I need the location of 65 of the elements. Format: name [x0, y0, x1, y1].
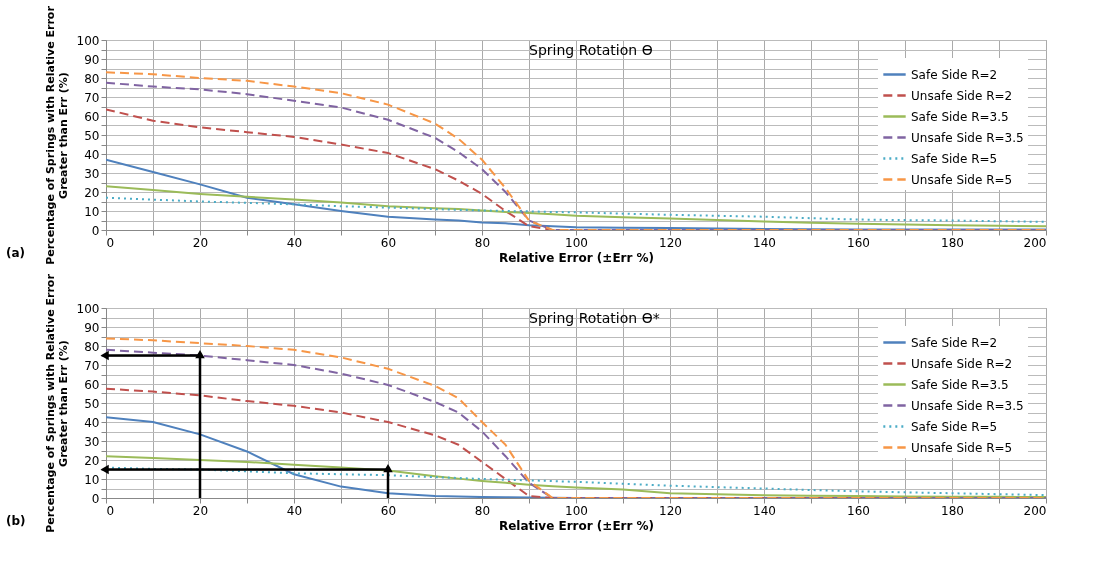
x-tick-label: 140: [753, 235, 776, 250]
y-tick-label: 20: [84, 185, 100, 200]
y-tick-label: 10: [84, 472, 100, 487]
line-series: [106, 196, 1046, 223]
x-tick-label: 140: [753, 503, 776, 518]
x-tick-label: 80: [474, 235, 491, 250]
y-tick-label: 40: [84, 147, 100, 162]
x-tick-label: 120: [659, 503, 682, 518]
x-tick-label: 60: [380, 503, 397, 518]
x-tick-label: 20: [192, 503, 209, 518]
legend-label: Unsafe Side R=3.5: [911, 130, 1024, 145]
y-tick-label: 100: [76, 301, 100, 316]
y-tick-label: 60: [84, 377, 100, 392]
x-tick-label: 40: [286, 235, 303, 250]
x-tick-label: 180: [941, 503, 964, 518]
x-tick-label: 200: [1023, 503, 1047, 518]
y-tick-label: 70: [84, 90, 100, 105]
x-axis-title: Relative Error (±Err %): [498, 250, 655, 265]
x-tick-label: 120: [659, 235, 682, 250]
legend-label: Unsafe Side R=3.5: [911, 398, 1024, 413]
y-tick-label: 60: [84, 109, 100, 124]
y-tick-label: 50: [84, 128, 100, 143]
text: (a): [6, 246, 26, 260]
y-tick-label: 0: [91, 223, 100, 238]
y-tick-label: 90: [84, 320, 100, 335]
x-tick-label: 20: [192, 235, 209, 250]
legend-label: Safe Side R=2: [911, 335, 998, 350]
legend-label: Unsafe Side R=5: [911, 172, 1013, 187]
y-axis-title: Percentage of Springs with Relative Error Greater than Err (%): [43, 5, 70, 265]
legend-label: Unsafe Side R=2: [911, 356, 1013, 371]
y-tick-label: 30: [84, 434, 100, 449]
x-tick-label: 100: [565, 503, 588, 518]
x-tick-label: 160: [847, 235, 870, 250]
x-tick-label: 100: [565, 235, 588, 250]
x-axis-title: Relative Error (±Err %): [498, 518, 655, 533]
x-tick-label: 60: [380, 235, 397, 250]
legend-label: Safe Side R=5: [911, 419, 998, 434]
x-tick-label: 160: [847, 503, 870, 518]
y-tick-label: 20: [84, 453, 100, 468]
legend-label: Safe Side R=2: [911, 67, 998, 82]
y-tick-label: 100: [76, 33, 100, 48]
y-tick-label: 30: [84, 166, 100, 181]
text: (b): [6, 514, 26, 528]
y-tick-label: 90: [84, 52, 100, 67]
chart-title: Spring Rotation ϴ: [529, 42, 653, 58]
x-tick-label: 80: [474, 503, 491, 518]
legend-label: Unsafe Side R=2: [911, 88, 1013, 103]
x-tick-label: 0: [106, 503, 115, 518]
legend-label: Unsafe Side R=5: [911, 440, 1013, 455]
y-tick-label: 10: [84, 204, 100, 219]
x-tick-label: 0: [106, 235, 115, 250]
y-tick-label: 80: [84, 71, 100, 86]
legend-label: Safe Side R=3.5: [911, 109, 1009, 124]
y-tick-label: 40: [84, 415, 100, 430]
legend-label: Safe Side R=3.5: [911, 377, 1009, 392]
y-tick-label: 50: [84, 396, 100, 411]
y-axis-title: Percentage of Springs with Relative Error Greater than Err (%): [43, 273, 70, 533]
y-tick-label: 0: [91, 491, 100, 506]
x-tick-label: 40: [286, 503, 303, 518]
legend-label: Safe Side R=5: [911, 151, 998, 166]
y-tick-label: 80: [84, 339, 100, 354]
x-tick-label: 180: [941, 235, 964, 250]
chart-title: Spring Rotation ϴ*: [529, 310, 660, 326]
y-tick-label: 70: [84, 358, 100, 373]
x-tick-label: 200: [1023, 235, 1047, 250]
